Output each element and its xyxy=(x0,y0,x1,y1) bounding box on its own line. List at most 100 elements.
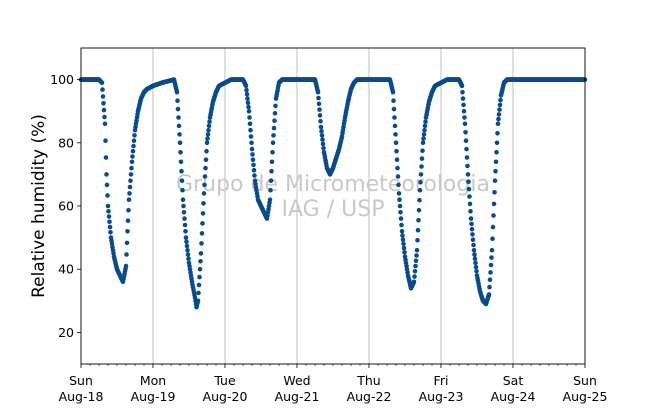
data-point xyxy=(251,167,257,173)
data-point xyxy=(123,263,129,269)
data-point xyxy=(199,231,205,236)
data-point xyxy=(252,173,257,178)
data-point xyxy=(462,121,468,127)
data-point xyxy=(490,236,495,241)
data-point xyxy=(126,207,131,213)
data-point xyxy=(198,259,203,264)
data-point xyxy=(320,141,326,147)
data-point xyxy=(100,94,106,99)
data-point xyxy=(250,152,255,157)
data-point xyxy=(201,201,206,206)
data-point xyxy=(129,159,135,165)
data-point xyxy=(206,123,212,129)
data-point xyxy=(248,134,254,139)
data-point xyxy=(487,284,492,290)
data-point xyxy=(182,222,188,228)
data-point xyxy=(195,298,201,304)
data-point xyxy=(391,98,396,103)
data-point xyxy=(461,108,467,114)
data-point xyxy=(107,224,113,230)
data-point xyxy=(423,119,428,124)
data-point xyxy=(473,264,479,270)
x-tick-label-date: Aug-23 xyxy=(419,389,464,404)
data-point xyxy=(467,194,472,199)
x-tick-label-date: Aug-19 xyxy=(131,389,176,404)
data-point xyxy=(412,274,417,279)
data-point xyxy=(102,114,107,120)
data-point xyxy=(177,140,183,146)
data-point xyxy=(175,106,181,112)
data-point xyxy=(416,207,422,213)
data-point xyxy=(200,211,206,216)
data-point xyxy=(496,116,501,122)
data-point xyxy=(197,266,203,272)
data-point xyxy=(244,92,250,97)
x-tick-label-date: Aug-22 xyxy=(347,389,392,404)
x-tick-label-date: Aug-20 xyxy=(203,389,248,404)
x-axis: SunAug-18MonAug-19TueAug-20WedAug-21ThuA… xyxy=(59,364,608,404)
watermark-line-1: Grupo de Micrometeorologia xyxy=(176,172,490,197)
data-point xyxy=(393,140,399,146)
data-point xyxy=(414,253,419,258)
data-point xyxy=(468,216,474,221)
data-point xyxy=(461,102,466,108)
data-point xyxy=(400,233,405,238)
data-point xyxy=(417,197,422,203)
x-tick-label-date: Aug-24 xyxy=(491,389,536,404)
data-point xyxy=(463,130,468,135)
data-point xyxy=(202,174,208,179)
data-point xyxy=(422,127,427,133)
data-point xyxy=(269,168,274,174)
data-point xyxy=(487,277,493,283)
data-point xyxy=(464,146,469,152)
data-point xyxy=(205,132,211,137)
x-tick-label-day: Thu xyxy=(356,373,380,388)
data-point xyxy=(474,269,479,274)
watermark-line-2: IAG / USP xyxy=(282,197,385,222)
watermark: Grupo de Micrometeorologia IAG / USP xyxy=(176,172,490,222)
data-point xyxy=(180,197,186,202)
data-point xyxy=(497,107,502,112)
data-point xyxy=(420,148,425,153)
data-point xyxy=(421,136,426,141)
data-point xyxy=(101,101,106,106)
data-point xyxy=(196,290,201,296)
data-point xyxy=(179,168,184,174)
data-point xyxy=(317,113,323,118)
data-point xyxy=(244,87,249,93)
data-point xyxy=(268,178,274,183)
data-point xyxy=(107,219,112,225)
data-point xyxy=(321,145,326,151)
data-point xyxy=(269,159,275,165)
data-point xyxy=(177,132,182,137)
data-point xyxy=(250,157,256,162)
data-point xyxy=(199,241,204,246)
data-point xyxy=(397,203,403,209)
data-point xyxy=(131,138,137,143)
data-point xyxy=(178,159,184,165)
data-point xyxy=(103,155,109,160)
data-point xyxy=(272,118,277,123)
data-point xyxy=(412,269,418,274)
data-point xyxy=(491,201,497,207)
data-point xyxy=(400,237,406,242)
data-point xyxy=(106,209,111,214)
data-point xyxy=(128,178,133,183)
data-point xyxy=(459,83,465,89)
data-point xyxy=(127,191,132,196)
data-point xyxy=(471,247,477,253)
data-point xyxy=(470,237,476,242)
data-point xyxy=(202,182,207,188)
data-point xyxy=(419,164,424,169)
data-point xyxy=(397,197,402,202)
x-tick-label-date: Aug-25 xyxy=(563,389,608,404)
data-point xyxy=(318,118,323,124)
data-point xyxy=(413,258,419,264)
data-point xyxy=(185,252,191,257)
data-point xyxy=(465,172,471,177)
data-point xyxy=(422,123,428,129)
data-point xyxy=(469,226,475,232)
data-point xyxy=(463,138,469,143)
data-point xyxy=(204,148,209,154)
data-point xyxy=(470,232,475,237)
